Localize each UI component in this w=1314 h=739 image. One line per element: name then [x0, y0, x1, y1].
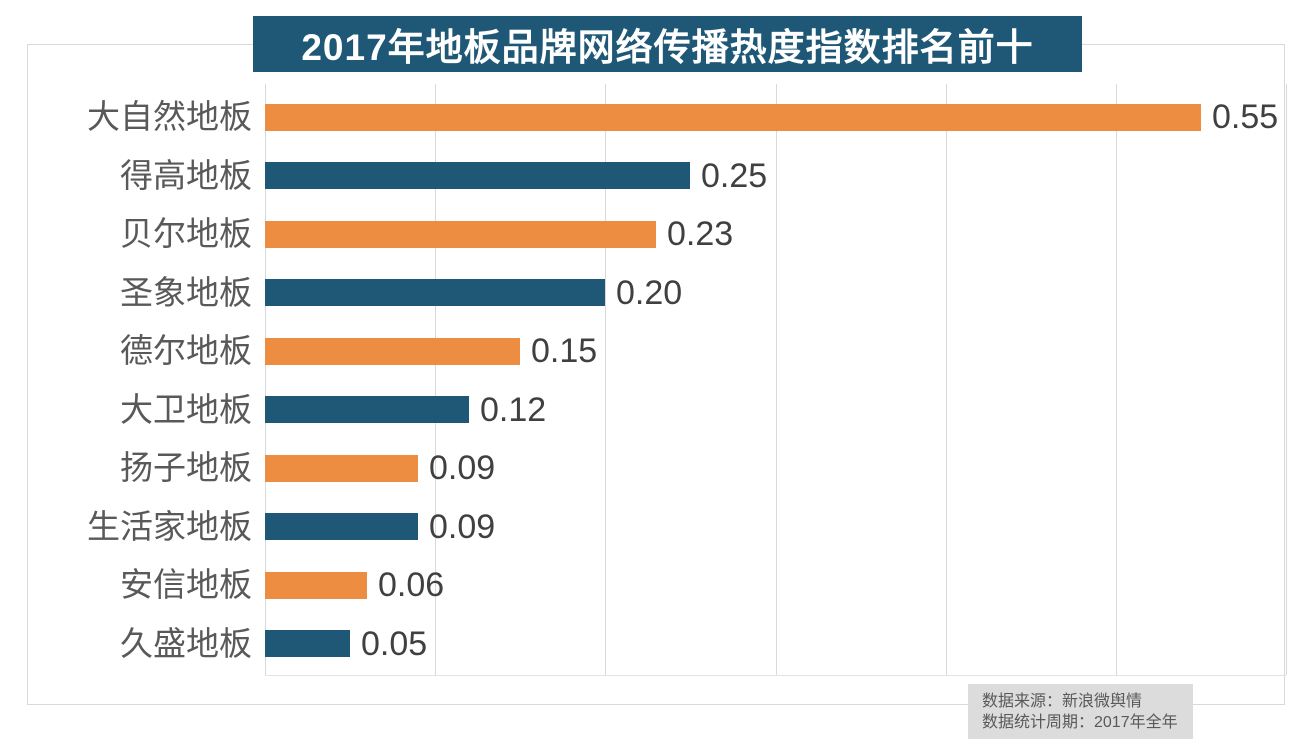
category-label: 扬子地板 [120, 449, 252, 486]
category-label: 久盛地板 [120, 624, 252, 662]
gridline [435, 84, 436, 675]
value-label: 0.05 [361, 624, 428, 663]
value-label: 0.09 [429, 507, 496, 546]
value-label: 0.09 [429, 449, 496, 487]
source-note: 数据来源：新浪微舆情 数据统计周期：2017年全年 [968, 684, 1193, 739]
bar-贝尔地板 [265, 220, 656, 248]
gridline [946, 84, 947, 675]
bar-生活家地板 [265, 513, 418, 540]
gridline [605, 84, 606, 675]
bar-安信地板 [265, 571, 367, 599]
bar-大卫地板 [265, 396, 469, 423]
category-label: 生活家地板 [87, 507, 252, 545]
value-label: 0.23 [667, 215, 734, 253]
category-label: 得高地板 [120, 156, 252, 194]
value-label: 0.15 [531, 332, 598, 370]
value-label: 0.12 [480, 390, 547, 429]
category-label: 圣象地板 [120, 273, 252, 311]
category-label: 贝尔地板 [120, 215, 252, 252]
category-label: 德尔地板 [120, 332, 252, 369]
gridline [265, 84, 266, 675]
source-note-line1: 数据来源：新浪微舆情 [982, 693, 1143, 710]
bar-扬子地板 [265, 454, 418, 482]
value-label: 0.06 [378, 566, 445, 604]
bar-久盛地板 [265, 630, 350, 657]
value-label: 0.55 [1212, 98, 1279, 136]
value-label: 0.20 [616, 273, 683, 312]
plot-bottom-line [265, 675, 1286, 676]
chart-title-text: 2017年地板品牌网络传播热度指数排名前十 [301, 27, 1034, 68]
gridline [776, 84, 777, 675]
bar-圣象地板 [265, 279, 605, 306]
gridline [1116, 84, 1117, 675]
bar-得高地板 [265, 162, 690, 189]
category-label: 大卫地板 [120, 390, 252, 428]
chart-title-band: 2017年地板品牌网络传播热度指数排名前十 [253, 16, 1082, 72]
category-label: 安信地板 [120, 566, 252, 603]
bar-德尔地板 [265, 337, 520, 365]
gridline [1286, 84, 1287, 675]
source-note-line2: 数据统计周期：2017年全年 [982, 714, 1178, 731]
category-label: 大自然地板 [87, 98, 252, 135]
value-label: 0.25 [701, 156, 768, 195]
bar-大自然地板 [265, 103, 1201, 131]
